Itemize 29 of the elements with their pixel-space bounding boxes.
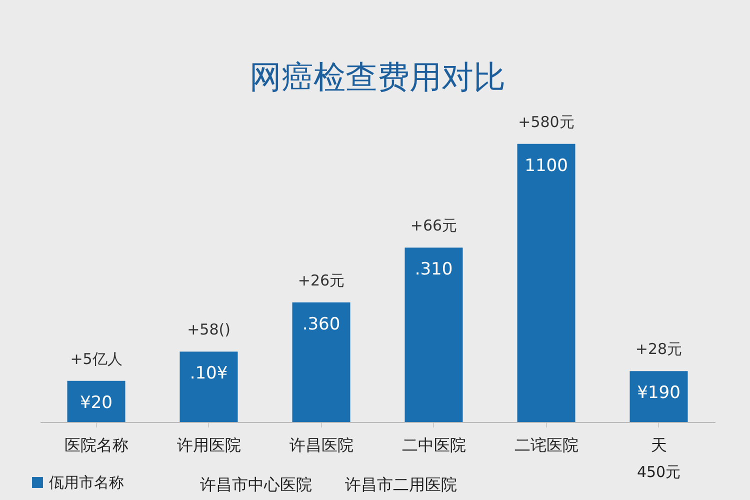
chart-title: 网癌检查费用对比 [250, 58, 506, 96]
annotation: .310 [414, 260, 453, 280]
x-tick-label: 医院名称 [64, 436, 128, 454]
bar [517, 144, 576, 422]
x-tick-label: 二诧医院 [514, 436, 578, 454]
bar [630, 371, 688, 422]
x-tick-label: 天 [650, 436, 667, 454]
text: 许昌市中心医院 [200, 475, 312, 494]
annotation: .360 [302, 314, 340, 334]
annotation: +58() [187, 320, 230, 339]
annotation: +66元 [410, 216, 458, 235]
annotation: +28元 [635, 340, 682, 358]
x-tick-label: 许用医院 [176, 436, 241, 454]
bar [292, 302, 350, 422]
annotation: ¥190 [637, 383, 680, 404]
x-tick-label: 二中医院 [402, 436, 466, 454]
annotation: 1100 [524, 156, 568, 176]
text: +580元 [518, 112, 574, 131]
bar [180, 352, 238, 422]
x-tick-label: 许昌医院 [289, 436, 354, 454]
annotation: ¥20 [80, 392, 112, 413]
annotation: +26元 [298, 271, 345, 290]
bar [404, 248, 463, 422]
bar [67, 380, 126, 422]
annotation: +5亿人 [70, 350, 122, 368]
text: 450元 [636, 463, 681, 481]
text: 许昌市二用医院 [345, 475, 457, 494]
annotation: .10¥ [190, 364, 228, 384]
legend-label: 佤用市名称 [49, 474, 124, 492]
